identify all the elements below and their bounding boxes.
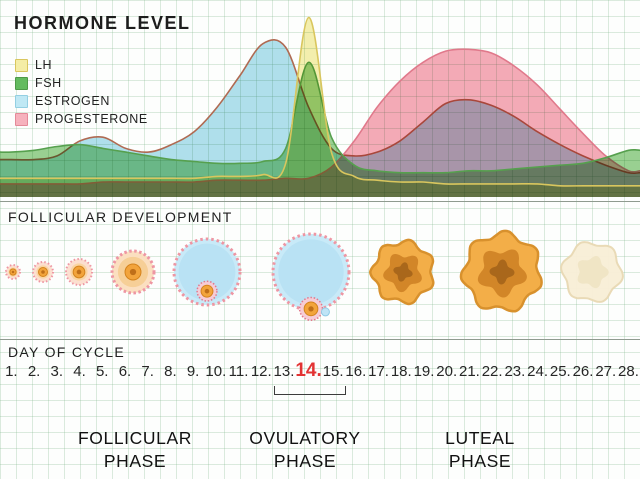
divider-chart-follicular xyxy=(0,201,640,202)
legend-label: FSH xyxy=(35,76,62,90)
legend-item-lh: LH xyxy=(15,56,148,74)
day-of-cycle-title: DAY OF CYCLE xyxy=(8,344,125,360)
corpus-luteum xyxy=(459,229,543,313)
legend-label: PROGESTERONE xyxy=(35,112,148,126)
ovulatory-phase-label: OVULATORY PHASE xyxy=(249,428,361,471)
day-of-cycle-row: 1. 2. 3. 4. 5. 6. 7. 8. 9. 10. 11. 12. 13. 14. 15. 16. 1… xyxy=(0,360,640,382)
day-number-18: 18. xyxy=(390,363,412,380)
day-number-21: 21. xyxy=(459,363,480,380)
day-number-8: 8. xyxy=(164,363,177,380)
chart-title: HORMONE LEVEL xyxy=(14,13,191,33)
hormone-level-chart xyxy=(0,16,640,198)
early-corpus-luteum xyxy=(369,238,435,306)
day-number-22: 22. xyxy=(481,363,503,380)
legend-swatch-estrogen xyxy=(15,94,28,108)
day-number-9: 9. xyxy=(186,363,200,380)
legend-swatch-progesterone xyxy=(15,112,28,126)
day-number-17: 17. xyxy=(368,363,389,380)
primary-follicle xyxy=(32,261,54,283)
ovulating-follicle xyxy=(271,232,351,322)
day-number-1: 1. xyxy=(5,363,18,380)
legend: LH FSH ESTROGEN PROGESTERONE xyxy=(15,56,148,128)
day-number-4: 4. xyxy=(73,363,86,380)
follicular-phase-label: FOLLICULAR PHASE xyxy=(78,428,192,471)
day-number-2: 2. xyxy=(27,363,41,380)
day-number-6: 6. xyxy=(118,363,132,380)
day-number-19: 19. xyxy=(413,363,435,380)
day-number-27: 27. xyxy=(595,363,617,380)
ovulation-day-bracket xyxy=(274,386,346,395)
day-number-26: 26. xyxy=(572,363,594,380)
luteal-phase-label: LUTEAL PHASE xyxy=(445,428,515,471)
corpus-albicans xyxy=(560,241,624,303)
day-number-15: 15. xyxy=(322,363,344,380)
day-number-13: 13. xyxy=(273,363,295,380)
day-number-16: 16. xyxy=(345,363,367,380)
day-number-11: 11. xyxy=(228,363,249,380)
legend-label: LH xyxy=(35,58,53,72)
legend-swatch-fsh xyxy=(15,76,28,90)
day-number-25: 25. xyxy=(549,363,571,380)
day-number-20: 20. xyxy=(436,363,458,380)
day-number-10: 10. xyxy=(205,363,227,380)
day-number-28: 28. xyxy=(618,363,639,380)
legend-item-estrogen: ESTROGEN xyxy=(15,92,148,110)
primordial-follicle xyxy=(5,264,21,280)
day-number-12: 12. xyxy=(250,363,272,380)
day-number-7: 7. xyxy=(141,363,154,380)
day-number-5: 5. xyxy=(95,363,109,380)
legend-label: ESTROGEN xyxy=(35,94,110,108)
series-lh xyxy=(0,16,640,198)
legend-swatch-lh xyxy=(15,58,28,72)
day-number-23: 23. xyxy=(504,363,526,380)
day-number-14: 14. xyxy=(295,360,322,381)
follicular-development-title: FOLLICULAR DEVELOPMENT xyxy=(8,209,233,225)
legend-item-fsh: FSH xyxy=(15,74,148,92)
day-number-24: 24. xyxy=(527,363,549,380)
divider-follicular-days xyxy=(0,339,640,340)
day-number-3: 3. xyxy=(50,363,64,380)
follicular-development-row xyxy=(5,229,624,322)
preantral-follicle xyxy=(110,249,156,295)
antral-follicle xyxy=(172,237,242,307)
legend-item-progesterone: PROGESTERONE xyxy=(15,110,148,128)
secondary-follicle xyxy=(65,258,93,286)
